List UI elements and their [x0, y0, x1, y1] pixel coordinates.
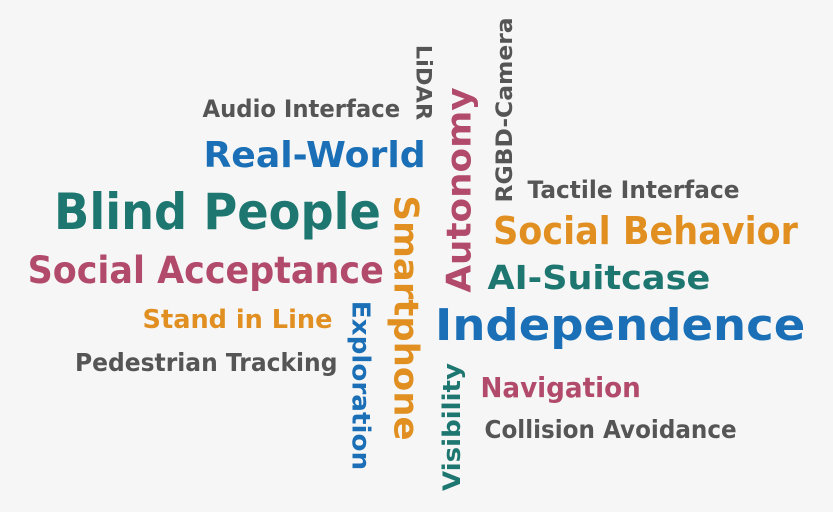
- word-smartphone: Smartphone: [385, 195, 426, 441]
- word-independence: Independence: [435, 300, 806, 351]
- word-exploration: Exploration: [346, 300, 376, 470]
- word-social-behavior: Social Behavior: [492, 209, 798, 253]
- word-stand-in-line: Stand in Line: [142, 305, 332, 335]
- word-navigation: Navigation: [479, 371, 641, 404]
- word-rgbd-camera: RGBD-Camera: [493, 17, 519, 203]
- word-autonomy: Autonomy: [439, 87, 480, 293]
- word-real-world: Real-World: [202, 135, 426, 176]
- word-ai-suitcase: AI-Suitcase: [487, 257, 711, 297]
- word-social-acceptance: Social Acceptance: [27, 248, 384, 292]
- word-visibility: Visibility: [437, 363, 466, 491]
- word-tactile-interface: Tactile Interface: [527, 176, 739, 204]
- word-collision-avoidance: Collision Avoidance: [484, 414, 737, 444]
- word-pedestrian-tracking: Pedestrian Tracking: [74, 347, 338, 377]
- word-blind-people: Blind People: [53, 183, 381, 241]
- word-audio-interface: Audio Interface: [202, 95, 400, 123]
- word-lidar: LiDAR: [411, 44, 436, 120]
